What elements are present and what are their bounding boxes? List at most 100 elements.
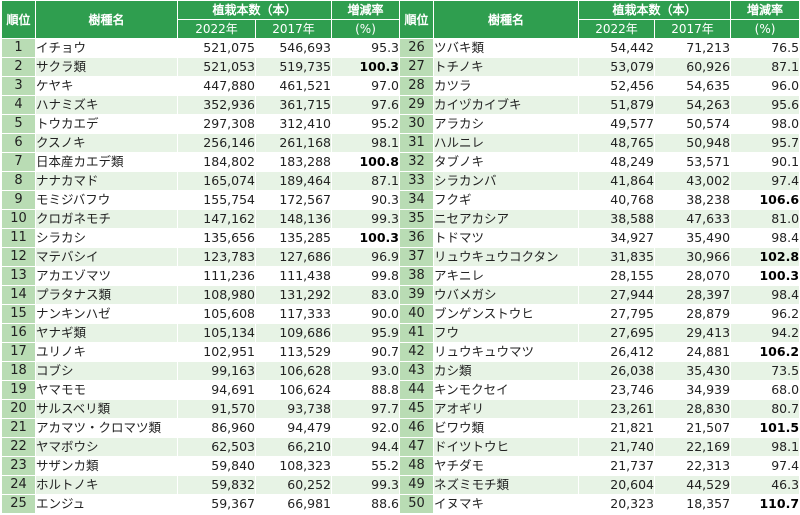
rank-cell: 12 [1,247,36,267]
count-2022-cell: 54,442 [578,38,656,58]
species-name-cell: リュウキュウマツ [433,342,580,362]
species-name-cell: サルスベリ類 [35,399,178,419]
rate-cell: 95.6 [730,95,800,115]
header-rate-unit-2: (%) [730,19,800,39]
rank-cell: 35 [399,209,435,229]
count-2022-cell: 53,079 [578,57,656,77]
rank-cell: 6 [1,133,36,153]
table-row: 22 ヤマボウシ 62,503 66,210 94.4 47 ドイツトウヒ 21,740 22,… [1,437,800,457]
header-count-2: 植栽本数（本） [578,0,732,20]
table-row: 12 マテバシイ 123,783 127,686 96.9 37 リュウキュウコクタン 31,… [1,247,800,267]
count-2022-cell: 256,146 [177,133,256,153]
rank-cell: 8 [1,171,36,191]
count-2022-cell: 52,456 [578,76,656,96]
count-2022-cell: 26,412 [578,342,656,362]
species-name-cell: ハルニレ [433,133,580,153]
rank-cell: 46 [399,418,435,438]
count-2017-cell: 66,981 [254,494,333,514]
count-2022-cell: 108,980 [177,285,256,305]
rank-cell: 13 [1,266,36,286]
species-name-cell: ヤマボウシ [35,437,178,457]
count-2017-cell: 135,285 [254,228,333,248]
count-2022-cell: 40,768 [578,190,656,210]
rate-cell: 98.0 [730,114,800,134]
rate-cell: 90.7 [331,342,401,362]
rank-cell: 37 [399,247,435,267]
table-row: 23 サザンカ類 59,840 108,323 55.2 48 ヤチダモ 21,737 22,3… [1,456,800,476]
species-name-cell: タブノキ [433,152,580,172]
rate-cell: 96.9 [331,247,401,267]
rate-cell: 99.3 [331,475,401,495]
count-2022-cell: 48,765 [578,133,656,153]
rank-cell: 19 [1,380,36,400]
rank-cell: 45 [399,399,435,419]
species-name-cell: ウバメガシ [433,285,580,305]
species-name-cell: アオギリ [433,399,580,419]
species-name-cell: カイヅカイブキ [433,95,580,115]
rate-cell: 87.1 [331,171,401,191]
species-name-cell: イチョウ [35,38,178,58]
table-row: 2 サクラ類 521,053 519,735 100.3 27 トチノキ 53,079 60,9… [1,57,800,77]
rate-cell: 88.6 [331,494,401,514]
species-name-cell: アカマツ・クロマツ類 [35,418,178,438]
rate-cell: 97.7 [331,399,401,419]
header-rate: 増減率 [331,0,401,20]
header-year-2022-2: 2022年 [578,19,656,39]
count-2017-cell: 93,738 [254,399,333,419]
rank-cell: 24 [1,475,36,495]
species-name-cell: ヤナギ類 [35,323,178,343]
species-name-cell: ヤマモモ [35,380,178,400]
count-2017-cell: 22,313 [654,456,732,476]
count-2017-cell: 24,881 [654,342,732,362]
count-2017-cell: 113,529 [254,342,333,362]
rank-cell: 42 [399,342,435,362]
count-2017-cell: 261,168 [254,133,333,153]
species-name-cell: ドイツトウヒ [433,437,580,457]
count-2017-cell: 38,238 [654,190,732,210]
rate-cell: 97.0 [331,76,401,96]
rank-cell: 11 [1,228,36,248]
rank-cell: 29 [399,95,435,115]
rate-cell: 95.2 [331,114,401,134]
count-2017-cell: 106,628 [254,361,333,381]
species-name-cell: ヤチダモ [433,456,580,476]
count-2022-cell: 59,367 [177,494,256,514]
count-2022-cell: 165,074 [177,171,256,191]
species-name-cell: トウカエデ [35,114,178,134]
count-2017-cell: 28,879 [654,304,732,324]
rank-cell: 1 [1,38,36,58]
count-2022-cell: 26,038 [578,361,656,381]
rank-cell: 2 [1,57,36,77]
rank-cell: 31 [399,133,435,153]
count-2017-cell: 30,966 [654,247,732,267]
count-2017-cell: 28,397 [654,285,732,305]
rank-cell: 17 [1,342,36,362]
table-row: 8 ナナカマド 165,074 189,464 87.1 33 シラカンバ 41,864 43,… [1,171,800,191]
count-2022-cell: 135,656 [177,228,256,248]
species-name-cell: カシ類 [433,361,580,381]
rate-cell: 92.0 [331,418,401,438]
table-row: 7 日本産カエデ類 184,802 183,288 100.8 32 タブノキ 48,249 5… [1,152,800,172]
rank-cell: 28 [399,76,435,96]
species-name-cell: クスノキ [35,133,178,153]
species-name-cell: エンジュ [35,494,178,514]
rank-cell: 39 [399,285,435,305]
table-row: 25 エンジュ 59,367 66,981 88.6 50 イヌマキ 20,323 18,357… [1,494,800,514]
rate-cell: 100.3 [331,228,401,248]
count-2017-cell: 312,410 [254,114,333,134]
table-row: 18 コブシ 99,163 106,628 93.0 43 カシ類 26,038 35,430 7… [1,361,800,381]
rate-cell: 88.8 [331,380,401,400]
table-row: 11 シラカシ 135,656 135,285 100.3 36 トドマツ 34,927 35,… [1,228,800,248]
count-2022-cell: 23,261 [578,399,656,419]
count-2022-cell: 20,323 [578,494,656,514]
count-2022-cell: 23,746 [578,380,656,400]
count-2022-cell: 521,075 [177,38,256,58]
rate-cell: 94.2 [730,323,800,343]
rank-cell: 40 [399,304,435,324]
count-2017-cell: 148,136 [254,209,333,229]
table-row: 3 ケヤキ 447,880 461,521 97.0 28 カツラ 52,456 54,635 9… [1,76,800,96]
rank-cell: 7 [1,152,36,172]
count-2017-cell: 44,529 [654,475,732,495]
count-2017-cell: 111,438 [254,266,333,286]
table-row: 15 ナンキンハゼ 105,608 117,333 90.0 40 ブンゲンストウヒ 27,7… [1,304,800,324]
